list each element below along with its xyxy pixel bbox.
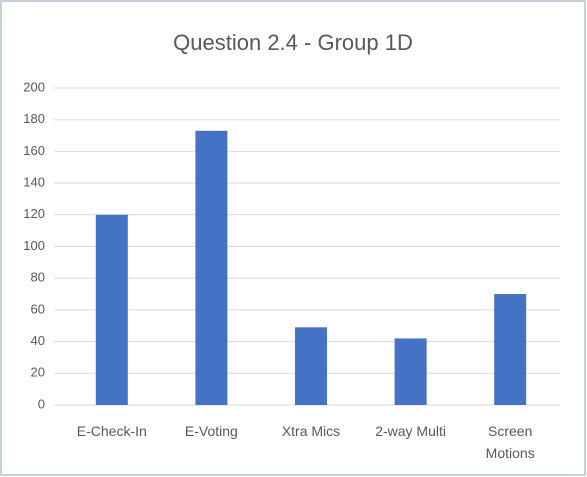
chart-title: Question 2.4 - Group 1D [173, 30, 413, 55]
x-tick-label: E-Check-In [76, 423, 147, 439]
y-tick-label: 100 [23, 238, 45, 253]
bar [394, 338, 427, 405]
y-tick-label: 40 [31, 333, 45, 348]
x-tick-label: E-Voting [184, 423, 238, 439]
bar [95, 214, 128, 405]
x-tick-label: 2-way Multi [375, 423, 446, 439]
bar [494, 294, 527, 405]
y-tick-label: 20 [31, 365, 45, 380]
y-tick-label: 80 [31, 270, 45, 285]
y-tick-label: 120 [23, 206, 45, 221]
y-tick-label: 160 [23, 143, 45, 158]
y-tick-label: 0 [38, 396, 45, 411]
y-tick-label: 140 [23, 175, 45, 190]
bar [195, 130, 228, 406]
x-tick-label: Screen Motions [485, 423, 535, 461]
bar [295, 327, 327, 405]
x-tick-label: Xtra Mics [281, 423, 341, 439]
y-tick-label: 180 [23, 111, 45, 126]
y-tick-label: 200 [23, 79, 45, 94]
y-tick-label: 60 [31, 301, 45, 316]
